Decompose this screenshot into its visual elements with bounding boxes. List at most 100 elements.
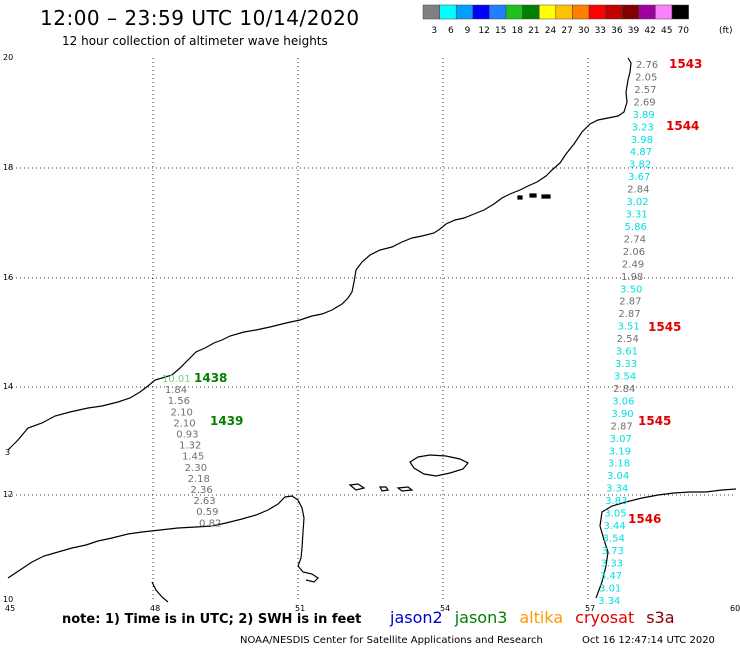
swh-value: 3.18 bbox=[608, 459, 630, 470]
lon-tick-label: 51 bbox=[295, 604, 305, 613]
island-tiny-1 bbox=[517, 195, 523, 200]
swh-value: 2.76 bbox=[636, 60, 658, 71]
swh-value: 2.36 bbox=[191, 485, 213, 496]
swh-value: 3.31 bbox=[625, 210, 647, 221]
credit-text: NOAA/NESDIS Center for Satellite Applica… bbox=[240, 635, 543, 646]
swh-value: 3.05 bbox=[604, 509, 626, 520]
colorbar-label: 45 bbox=[661, 26, 672, 36]
swh-value: 3.19 bbox=[609, 446, 631, 457]
track-time-label: 1546 bbox=[628, 512, 661, 526]
swh-value: 3.47 bbox=[600, 571, 622, 582]
coastline bbox=[7, 57, 737, 603]
colorbar-unit: (ft) bbox=[719, 26, 733, 36]
swh-value: 2.10 bbox=[171, 407, 193, 418]
swh-value: 3.54 bbox=[603, 533, 625, 544]
colorbar-label: 18 bbox=[512, 26, 524, 36]
swh-value: 1.98 bbox=[621, 272, 643, 283]
swh-value: 2.87 bbox=[618, 309, 640, 320]
colorbar-label: 36 bbox=[611, 26, 623, 36]
legend-s3a: s3a bbox=[646, 608, 675, 627]
lon-tick-label: 45 bbox=[5, 604, 15, 613]
satellite-tracks: 10.011.841.562.102.100.931.321.452.302.1… bbox=[162, 57, 702, 607]
swh-value: 1.32 bbox=[179, 441, 201, 452]
swh-value: 0.93 bbox=[176, 430, 198, 441]
swh-value: 3.23 bbox=[632, 122, 654, 133]
swh-value: 3.90 bbox=[611, 409, 633, 420]
colorbar-label: 21 bbox=[528, 26, 539, 36]
colorbar-label: 33 bbox=[595, 26, 606, 36]
swh-value: 0.59 bbox=[196, 507, 218, 518]
track-time-label: 1544 bbox=[666, 119, 699, 133]
lat-tick-label: 18 bbox=[3, 163, 13, 172]
swh-value: 10.01 bbox=[162, 374, 191, 385]
lat-lon-grid bbox=[8, 58, 733, 600]
island-tiny-3 bbox=[541, 194, 551, 199]
swh-value: 3.54 bbox=[614, 372, 636, 383]
swh-value: 2.84 bbox=[627, 185, 649, 196]
swh-value: 2.74 bbox=[624, 234, 646, 245]
swh-value: 3.02 bbox=[626, 197, 648, 208]
swh-value: 2.63 bbox=[193, 496, 215, 507]
colorbar-swatch bbox=[671, 4, 689, 20]
map-subtitle: 12 hour collection of altimeter wave hei… bbox=[62, 34, 328, 48]
colorbar-label: 42 bbox=[644, 26, 655, 36]
swh-value: 2.84 bbox=[613, 384, 635, 395]
track-time-label: 1545 bbox=[648, 320, 681, 334]
swh-value: 1.84 bbox=[165, 385, 187, 396]
coastline-south bbox=[7, 495, 319, 583]
track-time-label: 1439 bbox=[210, 414, 243, 428]
generation-timestamp: Oct 16 12:47:14 UTC 2020 bbox=[582, 635, 715, 646]
island-large bbox=[409, 454, 469, 477]
coastline-southeast bbox=[595, 488, 737, 599]
swh-value: 3.89 bbox=[632, 110, 654, 121]
swh-value: 1.45 bbox=[182, 452, 204, 463]
colorbar-label: 9 bbox=[465, 26, 471, 36]
track-time-label: 1543 bbox=[669, 57, 702, 71]
swh-value: 3.01 bbox=[599, 583, 621, 594]
swh-value: 3.34 bbox=[606, 484, 628, 495]
coastline-main bbox=[7, 57, 632, 451]
colorbar-label: 6 bbox=[448, 26, 454, 36]
swh-value: 3.06 bbox=[612, 396, 634, 407]
lon-tick-label: 48 bbox=[150, 604, 160, 613]
legend-altika: altika bbox=[519, 608, 564, 627]
lon-tick-label: 54 bbox=[440, 604, 450, 613]
swh-value: 3.51 bbox=[618, 322, 640, 333]
swh-value: 2.30 bbox=[185, 463, 207, 474]
swh-value: 3.82 bbox=[629, 160, 651, 171]
colorbar-label: 30 bbox=[578, 26, 590, 36]
track-time-label: 1545 bbox=[638, 414, 671, 428]
swh-value: 1.56 bbox=[168, 396, 190, 407]
lat-tick-label: 12 bbox=[3, 490, 13, 499]
lon-tick-label: 57 bbox=[585, 604, 595, 613]
swh-value: 3.34 bbox=[598, 596, 620, 607]
legend-cryosat: cryosat bbox=[575, 608, 635, 627]
swh-value: 3.07 bbox=[610, 434, 632, 445]
footer-note: note: 1) Time is in UTC; 2) SWH is in fe… bbox=[62, 612, 362, 627]
swh-value: 2.05 bbox=[635, 72, 657, 83]
wave-height-colorbar: 3 6 9 12 15 18 21 24 27 30 33 36 39 42 45 70 (ft) bbox=[422, 4, 733, 36]
swh-value: 2.54 bbox=[617, 334, 639, 345]
colorbar-label: 12 bbox=[478, 26, 489, 36]
swh-value: 2.06 bbox=[623, 247, 645, 258]
axis-ticks: 45 48 51 54 57 60 20 18 16 14 12 10 3 bbox=[3, 53, 740, 613]
swh-value: 2.87 bbox=[619, 297, 641, 308]
island-small-1 bbox=[348, 483, 366, 491]
left-edge-label: 3 bbox=[5, 448, 10, 457]
swh-value: 3.67 bbox=[628, 172, 650, 183]
colorbar-label: 24 bbox=[545, 26, 557, 36]
coastline-scrap bbox=[151, 581, 169, 603]
swh-value: 3.44 bbox=[603, 521, 625, 532]
colorbar-label: 3 bbox=[431, 26, 437, 36]
lat-tick-label: 14 bbox=[3, 382, 13, 391]
swh-value: 3.33 bbox=[615, 359, 637, 370]
colorbar-label: 39 bbox=[628, 26, 640, 36]
swh-value: 3.73 bbox=[602, 546, 624, 557]
lat-tick-label: 16 bbox=[3, 273, 13, 282]
swh-value: 3.04 bbox=[607, 471, 629, 482]
swh-value: 2.49 bbox=[622, 259, 644, 270]
swh-value: 3.61 bbox=[616, 347, 638, 358]
swh-value: 2.10 bbox=[173, 418, 195, 429]
lat-tick-label: 10 bbox=[3, 595, 13, 604]
track-time-label: 1438 bbox=[194, 371, 227, 385]
